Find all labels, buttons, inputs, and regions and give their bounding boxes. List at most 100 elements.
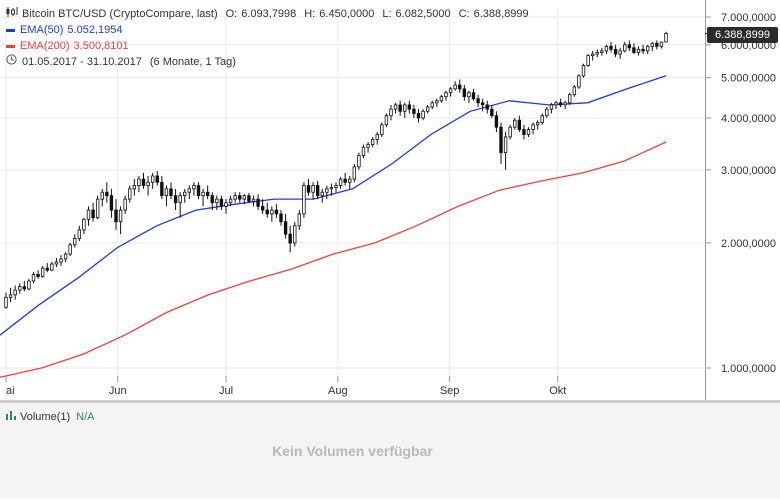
candle-body bbox=[155, 175, 159, 183]
clock-icon bbox=[6, 54, 20, 70]
candle-body bbox=[636, 48, 641, 53]
candle-body bbox=[311, 185, 315, 193]
candle-body bbox=[357, 154, 361, 168]
x-tick-label: Sep bbox=[440, 385, 460, 397]
last-price-tag: 6.388,8999 bbox=[707, 27, 778, 43]
candle-body bbox=[320, 191, 324, 197]
candle-body bbox=[590, 53, 595, 57]
x-tick-label: ai bbox=[6, 385, 15, 397]
candle-body bbox=[343, 178, 347, 183]
volume-label: Volume(1) bbox=[20, 410, 71, 423]
candle-body bbox=[581, 65, 586, 77]
candle-body bbox=[100, 191, 104, 200]
candle-body bbox=[118, 209, 123, 223]
candle-body bbox=[192, 185, 196, 190]
candle-body bbox=[613, 48, 618, 55]
candle-body bbox=[508, 126, 512, 138]
period: (6 Monate, 1 Tag) bbox=[149, 56, 236, 68]
candle-body bbox=[293, 225, 297, 244]
candle-body bbox=[242, 195, 247, 200]
candle-body bbox=[86, 209, 91, 220]
y-tick-label: 2.000,0000 bbox=[721, 238, 776, 250]
candle-body bbox=[389, 108, 393, 117]
candle-body bbox=[430, 102, 434, 108]
candle-body bbox=[609, 45, 613, 50]
candle-body bbox=[233, 195, 237, 200]
candle-body bbox=[260, 205, 265, 211]
candle-body bbox=[169, 188, 173, 197]
y-tick-label: 1.000,0000 bbox=[721, 363, 776, 375]
candle-body bbox=[545, 108, 549, 117]
candle-body bbox=[467, 92, 471, 98]
y-tick-label: 7.000,0000 bbox=[721, 12, 776, 24]
candle-body bbox=[338, 178, 343, 186]
candle-body bbox=[68, 244, 72, 255]
candle-body bbox=[641, 48, 645, 52]
ema200-swatch bbox=[6, 44, 15, 48]
y-tick-label: 4.000,0000 bbox=[721, 113, 776, 125]
ema200-value: 3.500,8101 bbox=[73, 40, 129, 52]
candle-body bbox=[485, 104, 489, 110]
candle-body bbox=[480, 102, 485, 106]
candle-body bbox=[655, 42, 659, 47]
candle-body bbox=[73, 238, 77, 246]
candle-body bbox=[366, 144, 370, 148]
candle-body bbox=[476, 98, 480, 104]
candle-body bbox=[18, 286, 22, 291]
candle-body bbox=[348, 178, 352, 183]
candle-body bbox=[352, 166, 357, 180]
candle-body bbox=[274, 209, 279, 215]
candle-body bbox=[247, 195, 251, 202]
candle-body bbox=[586, 55, 590, 66]
candle-body bbox=[187, 188, 192, 193]
candle-body bbox=[132, 185, 137, 190]
volume-bars-icon bbox=[6, 410, 16, 423]
candle-body bbox=[105, 191, 109, 197]
candle-body bbox=[549, 104, 554, 110]
candle-body bbox=[45, 267, 49, 271]
candle-body bbox=[568, 94, 572, 104]
candle-body bbox=[82, 218, 86, 231]
candle-body bbox=[141, 178, 146, 186]
candle-body bbox=[27, 280, 31, 290]
ohlc-low-value: 6.082,5000 bbox=[395, 8, 451, 20]
candle-body bbox=[288, 233, 292, 244]
candle-body bbox=[265, 209, 269, 215]
candle-body bbox=[109, 195, 114, 211]
candle-body bbox=[173, 195, 178, 204]
candle-body bbox=[315, 185, 320, 197]
ohlc-open-value: 6.093,7998 bbox=[241, 8, 297, 20]
x-tick-label: Jul bbox=[219, 385, 233, 397]
legend-ema200-row[interactable]: EMA(200) 3.500,8101 bbox=[6, 38, 529, 54]
candle-body bbox=[535, 122, 540, 126]
candle-body bbox=[63, 253, 68, 260]
legend-ema50-row[interactable]: EMA(50) 5.052,1954 bbox=[6, 22, 529, 38]
candle-body bbox=[425, 106, 430, 112]
legend-instrument-row: Bitcoin BTC/USD (CryptoCompare, last) O:… bbox=[6, 6, 529, 22]
ema50-value: 5.052,1954 bbox=[67, 24, 123, 36]
y-tick-label: 5.000,0000 bbox=[721, 73, 776, 85]
candle-body bbox=[554, 102, 558, 106]
candle-body bbox=[279, 213, 283, 223]
candle-body bbox=[238, 195, 242, 200]
candle-body bbox=[40, 267, 45, 277]
candle-body bbox=[128, 188, 132, 200]
candle-body bbox=[407, 104, 412, 110]
candle-body bbox=[458, 84, 462, 90]
candle-body bbox=[54, 261, 59, 265]
candle-body bbox=[251, 198, 256, 202]
candle-body bbox=[439, 96, 444, 102]
ohlc-close-value: 6.388,8999 bbox=[473, 8, 529, 20]
candle-body bbox=[645, 45, 650, 52]
candle-body bbox=[664, 33, 668, 43]
ohlc-close-label: C: bbox=[458, 8, 470, 20]
candle-body bbox=[224, 202, 228, 207]
candle-body bbox=[604, 45, 609, 52]
candle-body bbox=[540, 115, 544, 123]
volume-value: N/A bbox=[76, 410, 95, 423]
candle-body bbox=[91, 209, 95, 219]
legend-range-row: 01.05.2017 - 31.10.2017 (6 Monate, 1 Tag… bbox=[6, 54, 529, 70]
candle-body bbox=[380, 124, 384, 135]
candle-body bbox=[146, 181, 150, 186]
candle-body bbox=[13, 289, 17, 296]
